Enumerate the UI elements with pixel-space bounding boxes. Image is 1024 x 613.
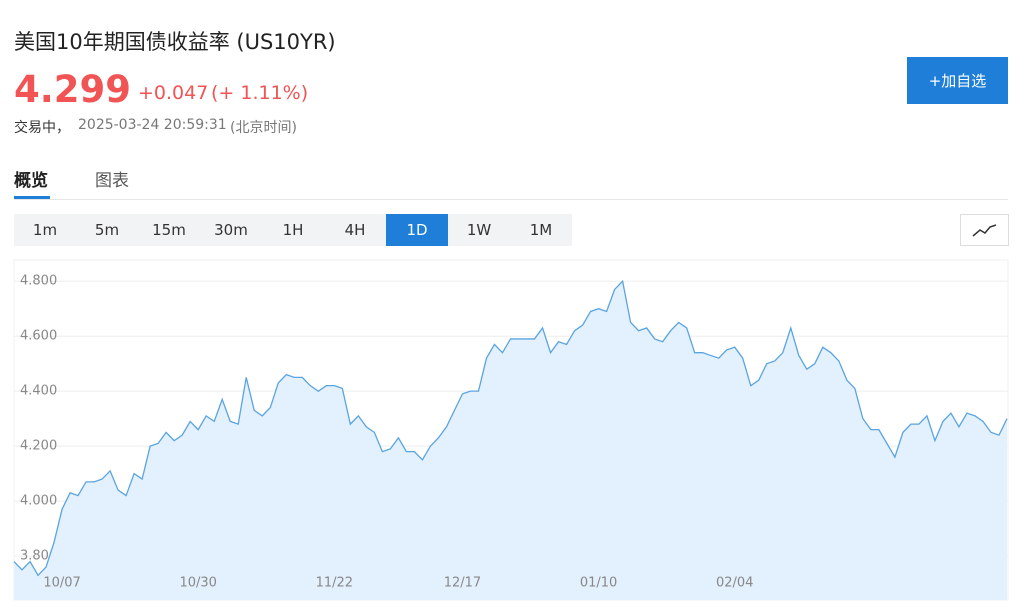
add-watchlist-button[interactable]: +加自选	[907, 57, 1008, 104]
tab-indicator	[14, 196, 50, 199]
y-tick-label: 4.000	[20, 494, 57, 509]
chart-type-button[interactable]	[960, 214, 1009, 246]
timeframe-bar: 1m 5m 15m 30m 1H 4H 1D 1W 1M	[14, 214, 572, 246]
timeframe-button[interactable]: 1M	[529, 221, 553, 239]
timeframe-button[interactable]: 1D	[386, 214, 448, 246]
change-pct: (+ 1.11%)	[211, 82, 309, 104]
timestamp: 2025-03-24 20:59:31	[78, 117, 227, 133]
x-tick-label: 01/10	[580, 576, 617, 591]
timezone: (北京时间)	[230, 120, 297, 136]
x-tick-label: 02/04	[716, 576, 753, 591]
y-tick-label: 4.200	[20, 439, 57, 454]
divider	[14, 199, 1008, 200]
timeframe-button[interactable]: 4H	[344, 221, 366, 239]
chart-icon	[972, 224, 997, 237]
price: 4.299	[14, 68, 132, 111]
y-tick-label: 4.400	[20, 384, 57, 399]
timeframe-button[interactable]: 15m	[152, 221, 186, 239]
change: +0.047	[138, 82, 209, 104]
area-fill	[14, 281, 1007, 600]
x-tick-label: 10/07	[43, 576, 80, 591]
x-tick-label: 11/22	[316, 576, 353, 591]
timeframe-button[interactable]: 1m	[32, 221, 58, 239]
title: 美国10年期国债收益率 (US10YR)	[14, 30, 336, 54]
timeframe-button[interactable]: 30m	[214, 221, 248, 239]
y-tick-label: 4.600	[20, 329, 57, 344]
status: 交易中，	[14, 120, 70, 136]
x-tick-label: 10/30	[179, 576, 216, 591]
y-tick-label: 4.800	[20, 274, 57, 289]
tab[interactable]: 图表	[95, 171, 129, 191]
tab[interactable]: 概览	[14, 171, 48, 191]
timeframe-button[interactable]: 5m	[94, 221, 120, 239]
timeframe-button[interactable]: 1W	[466, 221, 492, 239]
timeframe-button[interactable]: 1H	[282, 221, 304, 239]
line	[13, 279, 1008, 577]
x-tick-label: 12/17	[444, 576, 481, 591]
